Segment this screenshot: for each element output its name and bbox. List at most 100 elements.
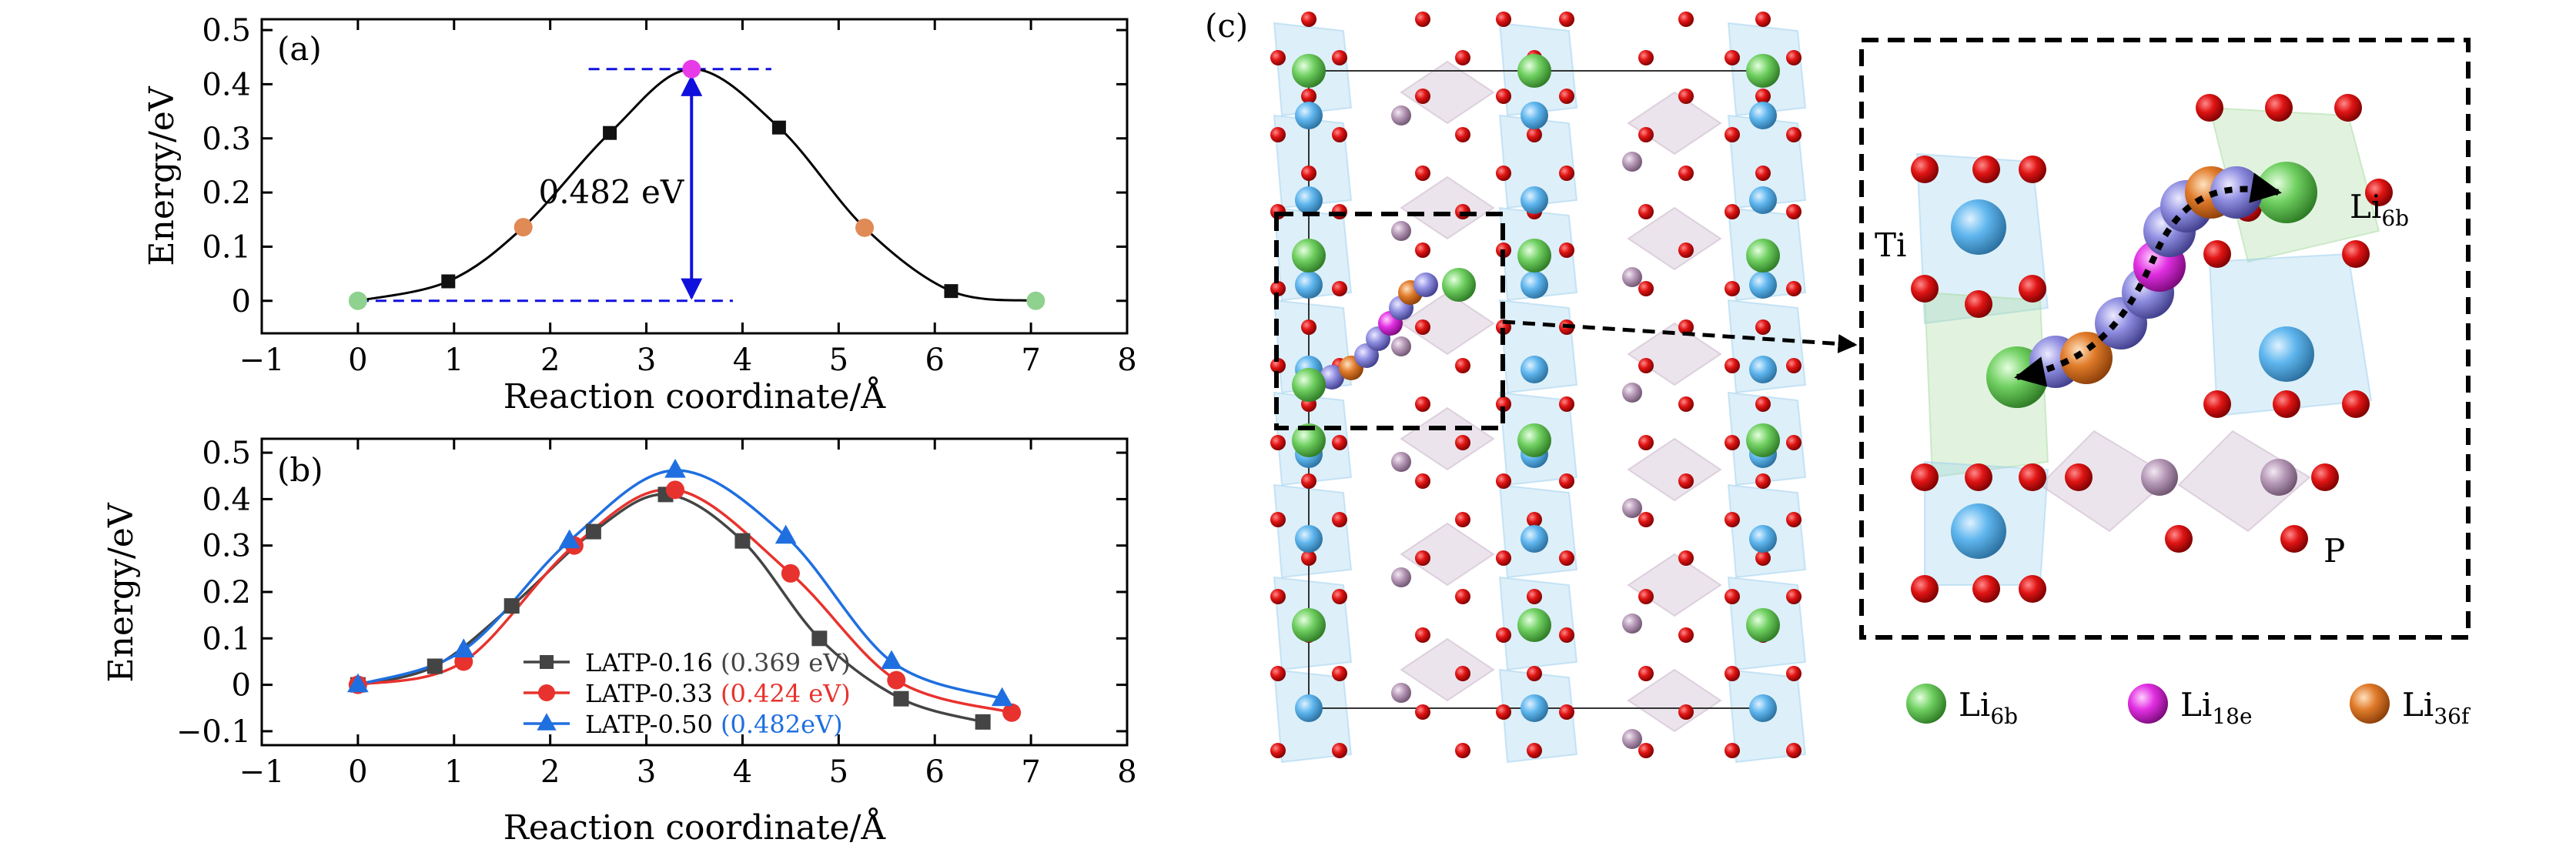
a-y-tick-label: 0.3: [202, 122, 251, 157]
lithium-6b-atom: [1292, 423, 1326, 457]
b-y-tick-label: 0.4: [202, 482, 251, 517]
lithium-6b-atom: [1517, 54, 1551, 88]
a-y-tick-label: 0: [232, 284, 251, 319]
a-x-tick-label: 7: [1021, 343, 1040, 378]
oxygen-atom: [1725, 589, 1740, 604]
oxygen-atom: [1911, 575, 1939, 603]
lithium-6b-atom: [1517, 423, 1551, 457]
oxygen-atom: [1638, 666, 1654, 681]
a-x-tick-label: 0: [348, 343, 367, 378]
oxygen-atom: [1786, 743, 1802, 758]
oxygen-atom: [1755, 12, 1771, 27]
oxygen-atom: [1678, 166, 1694, 181]
oxygen-atom: [2065, 463, 2093, 491]
lattice-phosphate: [1400, 406, 1495, 471]
oxygen-atom: [2365, 179, 2393, 206]
titanium-atom: [1295, 525, 1323, 553]
a-data-point: [944, 284, 958, 299]
oxygen-atom: [1559, 627, 1574, 643]
a-x-tick-label: 8: [1117, 343, 1136, 378]
oxygen-atom: [1455, 743, 1470, 758]
oxygen-atom: [1678, 89, 1694, 104]
oxygen-atom: [1786, 666, 1802, 681]
oxygen-atom: [2019, 463, 2046, 491]
oxygen-atom: [1786, 281, 1802, 296]
oxygen-atom: [1678, 242, 1694, 258]
oxygen-atom: [1725, 281, 1740, 296]
crystal-lattice-image: [1270, 12, 1807, 764]
phosphorus-atom: [1391, 221, 1411, 241]
oxygen-atom: [1755, 473, 1771, 489]
oxygen-atom: [1678, 396, 1694, 412]
a-y-tick-label: 0.5: [202, 13, 251, 48]
oxygen-atom: [1270, 127, 1286, 142]
oxygen-atom: [1559, 12, 1574, 27]
a-data-point: [855, 218, 875, 237]
b-x-tick-label: 8: [1117, 754, 1136, 790]
oxygen-atom: [2311, 463, 2339, 491]
b-x-tick-label: 7: [1021, 754, 1040, 790]
atom-legend-entry: Li36f: [2402, 686, 2471, 729]
oxygen-atom: [1725, 512, 1740, 527]
a-y-tick-label: 0.1: [202, 229, 251, 265]
oxygen-atom: [1786, 50, 1802, 65]
oxygen-atom: [1911, 275, 1939, 303]
oxygen-atom: [1301, 550, 1316, 566]
oxygen-atom: [1559, 704, 1574, 720]
oxygen-atom: [1415, 166, 1430, 181]
oxygen-atom: [1270, 50, 1286, 65]
a-data-point: [603, 125, 617, 140]
migration-lithium-atom: [1320, 365, 1344, 390]
oxygen-atom: [1755, 319, 1771, 335]
lattice-phosphate: [1400, 60, 1495, 125]
phosphorus-atom: [1391, 452, 1411, 472]
oxygen-atom: [2342, 240, 2370, 268]
oxygen-atom: [1496, 473, 1511, 489]
oxygen-atom: [1301, 473, 1316, 489]
oxygen-atom: [1638, 281, 1654, 296]
phosphorus-atom: [1391, 567, 1411, 587]
oxygen-atom: [1415, 319, 1430, 335]
b-x-tick-label: 4: [733, 754, 752, 790]
zoom-phosphate: [2039, 430, 2173, 533]
b-legend-entry: LATP-0.16 (0.369 eV): [585, 648, 851, 677]
legend-atom-swatch: [1906, 684, 1946, 724]
phosphorus-atom: [1622, 614, 1642, 634]
oxygen-atom: [1638, 204, 1654, 219]
oxygen-atom: [2203, 390, 2231, 418]
b-x-tick-label: 0: [348, 754, 367, 790]
oxygen-atom: [1755, 89, 1771, 104]
oxygen-atom: [1678, 627, 1694, 643]
b-x-tick-label: 3: [637, 754, 656, 790]
b-x-tick-label: 1: [444, 754, 463, 790]
a-xlabel: Reaction coordinate/Å: [503, 376, 887, 416]
oxygen-atom: [1270, 666, 1286, 681]
oxygen-atom: [1455, 358, 1470, 373]
lithium-6b-atom: [1292, 239, 1326, 273]
a-x-tick-label: 4: [733, 343, 752, 378]
oxygen-atom: [1911, 463, 1939, 491]
oxygen-atom: [1332, 50, 1347, 65]
oxygen-atom: [1965, 463, 1992, 491]
oxygen-atom: [1496, 704, 1511, 720]
lattice-phosphate: [1627, 668, 1722, 733]
oxygen-atom: [1527, 127, 1542, 142]
oxygen-atom: [1270, 743, 1286, 758]
titanium-atom: [2259, 326, 2314, 382]
oxygen-atom: [2265, 94, 2293, 122]
oxygen-atom: [1332, 512, 1347, 527]
oxygen-atom: [1496, 12, 1511, 27]
oxygen-atom: [2165, 525, 2193, 553]
b-x-tick-label: 6: [925, 754, 944, 790]
oxygen-atom: [1301, 89, 1316, 104]
oxygen-atom: [1415, 473, 1430, 489]
b-data-point: [887, 670, 906, 690]
oxygen-atom: [1725, 127, 1740, 142]
oxygen-atom: [1415, 396, 1430, 412]
b-data-point: [347, 673, 369, 693]
titanium-atom: [1521, 694, 1548, 722]
phosphorus-atom: [1391, 683, 1411, 703]
oxygen-atom: [2019, 275, 2046, 303]
oxygen-atom: [1725, 743, 1740, 758]
legend-atom-swatch: [2128, 684, 2168, 724]
